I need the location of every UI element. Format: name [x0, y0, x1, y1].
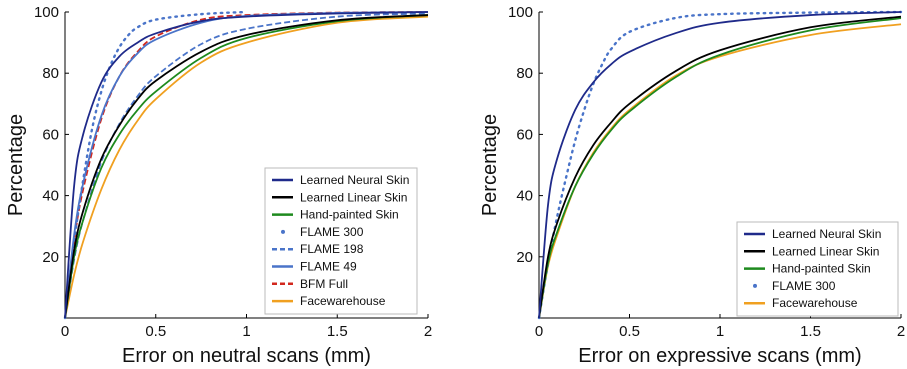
y-tick-label: 60 [516, 126, 533, 143]
y-tick-label: 100 [508, 4, 533, 21]
legend-label: Hand-painted Skin [300, 208, 399, 222]
legend-label: Hand-painted Skin [772, 262, 871, 276]
legend-marker [281, 229, 285, 234]
y-tick-label: 60 [42, 126, 59, 143]
legend-label: FLAME 198 [300, 242, 364, 256]
y-axis-label: Percentage [5, 114, 27, 216]
x-axis-label: Error on expressive scans (mm) [578, 345, 861, 367]
x-axis-label: Error on neutral scans (mm) [122, 345, 371, 367]
y-tick-label: 80 [42, 65, 59, 82]
chart-1: 0 0.5 1 1.5 2 20 40 60 80 100 Error on neutral sca… [5, 4, 432, 367]
y-tick-label: 20 [42, 249, 59, 266]
y-axis-label: Percentage [479, 114, 501, 216]
x-tick-label: 0.5 [145, 323, 166, 340]
series-line-learned-neural-skin [538, 11, 902, 319]
series-line-flame-300 [63, 10, 248, 320]
legend-label: Learned Neural Skin [772, 227, 881, 241]
y-tick-label: 40 [42, 188, 59, 205]
legend-label: Facewarehouse [300, 294, 386, 308]
x-tick-label: 2 [424, 323, 432, 340]
series-line-learned-neural-skin [64, 11, 429, 319]
y-tick-label: 20 [516, 249, 533, 266]
legend-label: Facewarehouse [772, 296, 858, 310]
y-tick-label: 100 [34, 4, 59, 21]
x-tick-label: 2 [897, 323, 905, 340]
chart-2: 0 0.5 1 1.5 2 20 40 60 80 100 Error on expressive … [479, 4, 905, 367]
x-tick-label: 0 [535, 323, 543, 340]
legend-label: FLAME 49 [300, 260, 357, 274]
legend-label: BFM Full [300, 277, 348, 291]
x-tick-label: 1 [716, 323, 724, 340]
legend-label: FLAME 300 [300, 225, 364, 239]
x-tick-label: 1 [242, 323, 250, 340]
series-line-flame-300 [537, 10, 903, 320]
series-line-facewarehouse [64, 15, 429, 319]
legend: Learned Neural Skin Learned Linear Skin Ha… [736, 221, 899, 317]
y-tick-label: 80 [516, 65, 533, 82]
legend-label: Learned Linear Skin [772, 244, 879, 258]
legend-box [264, 167, 418, 315]
series-line-learned-linear-skin [64, 14, 429, 319]
legend-marker [753, 283, 757, 288]
x-tick-label: 1.5 [327, 323, 348, 340]
series-line-hand-painted-skin [64, 14, 429, 319]
x-tick-label: 1.5 [800, 323, 821, 340]
x-tick-label: 0 [61, 323, 69, 340]
legend-label: Learned Neural Skin [300, 173, 409, 187]
y-tick-label: 40 [516, 188, 533, 205]
legend: Learned Neural Skin Learned Linear Skin Ha… [264, 167, 418, 315]
x-tick-label: 0.5 [619, 323, 640, 340]
legend-label: FLAME 300 [772, 279, 836, 293]
series-line-hand-painted-skin [538, 17, 902, 319]
series-line-learned-linear-skin [538, 15, 902, 319]
legend-label: Learned Linear Skin [300, 190, 407, 204]
series-line-facewarehouse [538, 23, 902, 319]
